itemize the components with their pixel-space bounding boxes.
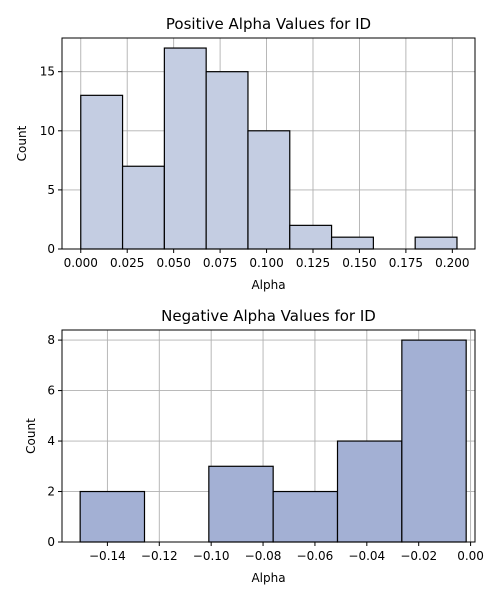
negative-alpha-ytick-label-3: 6 bbox=[47, 384, 55, 398]
positive-alpha-ytick-label-0: 0 bbox=[47, 242, 55, 256]
positive-alpha-bar-1 bbox=[121, 165, 165, 250]
negative-alpha-xtick-label-0: −0.14 bbox=[89, 549, 126, 563]
negative-alpha-xtick-label-3: −0.08 bbox=[245, 549, 282, 563]
negative-alpha-bar-5 bbox=[401, 339, 467, 543]
negative-alpha-ytick-label-0: 0 bbox=[47, 535, 55, 549]
negative-alpha-xtick-label-1: −0.12 bbox=[141, 549, 178, 563]
positive-alpha-bar-4 bbox=[247, 130, 291, 250]
negative-alpha-ytick-label-1: 2 bbox=[47, 485, 55, 499]
negative-alpha-x-axis-label: Alpha bbox=[251, 571, 285, 585]
positive-alpha-bar-2 bbox=[163, 47, 207, 250]
negative-alpha-bar-2 bbox=[208, 465, 274, 543]
negative-alpha-bar-4 bbox=[336, 440, 403, 543]
positive-alpha-xtick-label-3: 0.075 bbox=[203, 256, 237, 270]
negative-alpha-ytick-label-4: 8 bbox=[47, 333, 55, 347]
negative-alpha-bar-3 bbox=[272, 490, 339, 543]
positive-alpha-chart-title: Positive Alpha Values for ID bbox=[166, 15, 371, 33]
positive-alpha-bar-0 bbox=[80, 94, 124, 250]
negative-alpha-xtick-label-4: −0.06 bbox=[297, 549, 334, 563]
negative-alpha-plot-frame bbox=[61, 329, 476, 543]
positive-alpha-x-axis-label: Alpha bbox=[251, 278, 285, 292]
negative-alpha-xtick-label-2: −0.10 bbox=[193, 549, 230, 563]
negative-alpha-bar-0 bbox=[79, 490, 146, 543]
positive-alpha-ytick-label-1: 5 bbox=[47, 183, 55, 197]
positive-alpha-xtick-label-6: 0.150 bbox=[342, 256, 376, 270]
negative-alpha-ytick-label-2: 4 bbox=[47, 434, 55, 448]
positive-alpha-bar-3 bbox=[205, 71, 249, 250]
negative-alpha-chart-title: Negative Alpha Values for ID bbox=[161, 307, 376, 325]
positive-alpha-plot-frame bbox=[61, 37, 476, 250]
negative-alpha-xtick-label-5: −0.04 bbox=[348, 549, 385, 563]
positive-alpha-xtick-label-1: 0.025 bbox=[110, 256, 144, 270]
negative-alpha-y-axis-label: Count bbox=[24, 418, 38, 454]
positive-alpha-xtick-label-2: 0.050 bbox=[156, 256, 190, 270]
negative-alpha-xtick-label-7: 0.00 bbox=[457, 549, 484, 563]
positive-alpha-xtick-label-5: 0.125 bbox=[296, 256, 330, 270]
positive-alpha-y-axis-label: Count bbox=[15, 125, 29, 161]
positive-alpha-xtick-label-4: 0.100 bbox=[249, 256, 283, 270]
positive-alpha-ytick-label-3: 15 bbox=[40, 65, 55, 79]
positive-alpha-xtick-label-8: 0.200 bbox=[435, 256, 469, 270]
positive-alpha-bar-8 bbox=[414, 236, 458, 250]
positive-alpha-bar-5 bbox=[289, 224, 333, 250]
positive-alpha-ytick-label-2: 10 bbox=[40, 124, 55, 138]
negative-alpha-xtick-label-6: −0.02 bbox=[400, 549, 437, 563]
positive-alpha-bar-6 bbox=[330, 236, 374, 250]
positive-alpha-xtick-label-0: 0.000 bbox=[64, 256, 98, 270]
positive-alpha-xtick-label-7: 0.175 bbox=[389, 256, 423, 270]
